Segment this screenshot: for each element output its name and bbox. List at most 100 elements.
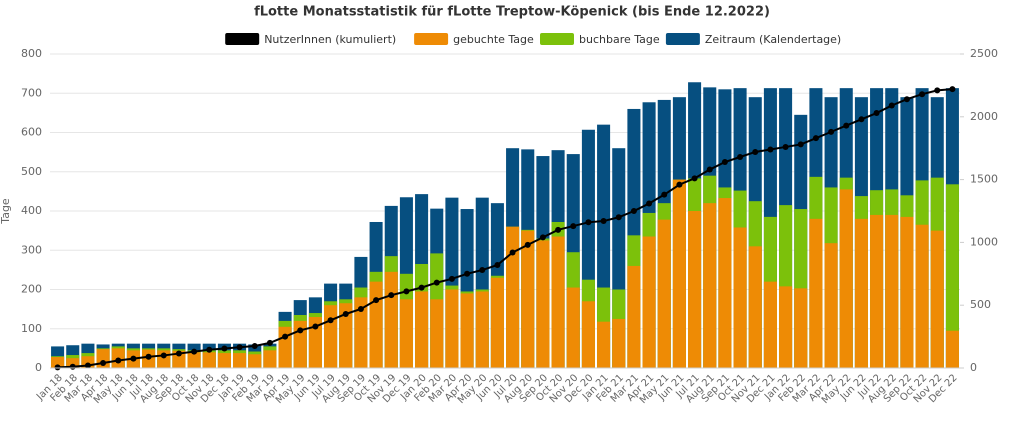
- point: [479, 267, 486, 274]
- bar: [854, 218, 868, 368]
- bar: [612, 318, 626, 368]
- bar: [415, 291, 429, 368]
- point: [737, 153, 744, 160]
- point: [206, 346, 213, 353]
- y-tick-label: 800: [21, 47, 42, 60]
- point: [84, 362, 91, 369]
- point: [312, 323, 319, 330]
- legend-swatch: [540, 33, 574, 45]
- y-tick-label: 600: [21, 126, 42, 139]
- bar: [217, 353, 231, 368]
- bar: [915, 224, 929, 368]
- legend-label: buchbare Tage: [579, 33, 660, 46]
- bar: [733, 227, 747, 368]
- bar: [81, 356, 95, 368]
- point: [69, 363, 76, 370]
- point: [160, 352, 167, 359]
- y-tick-label: 0: [35, 361, 42, 374]
- bar: [642, 236, 656, 368]
- point: [130, 355, 137, 362]
- bar: [399, 299, 413, 368]
- bar: [339, 303, 353, 368]
- bar: [900, 216, 914, 368]
- point: [843, 122, 850, 129]
- point: [100, 359, 107, 366]
- point: [752, 148, 759, 155]
- y-tick-label: 700: [21, 86, 42, 99]
- point: [115, 357, 122, 364]
- point: [858, 116, 865, 123]
- bar: [460, 293, 474, 368]
- bar: [172, 350, 186, 368]
- bar: [475, 291, 489, 368]
- legend-label: gebuchte Tage: [453, 33, 534, 46]
- bar: [233, 353, 247, 368]
- bar: [794, 288, 808, 368]
- point: [539, 234, 546, 241]
- bar: [354, 297, 368, 368]
- point: [221, 345, 228, 352]
- legend-swatch: [225, 33, 260, 45]
- bar: [779, 286, 793, 368]
- point: [509, 249, 516, 256]
- bar: [308, 316, 322, 368]
- bar: [885, 214, 899, 368]
- point: [433, 279, 440, 286]
- point: [236, 344, 243, 351]
- bar: [187, 352, 201, 368]
- legend-label: Zeitraum (Kalendertage): [705, 33, 841, 46]
- point: [403, 288, 410, 295]
- bar: [703, 203, 717, 368]
- point: [828, 128, 835, 135]
- bar: [870, 214, 884, 368]
- bar: [824, 243, 838, 368]
- bar: [202, 352, 216, 368]
- bar: [521, 230, 535, 368]
- point: [934, 87, 941, 94]
- bar: [809, 218, 823, 368]
- point: [630, 208, 637, 214]
- y-tick-label: 100: [21, 322, 42, 335]
- bar: [566, 287, 580, 368]
- point: [615, 214, 622, 221]
- y-tick-label: 400: [21, 204, 42, 217]
- point: [585, 219, 592, 226]
- bar: [627, 265, 641, 368]
- point: [919, 91, 926, 98]
- point: [282, 333, 289, 340]
- point: [373, 297, 380, 304]
- point: [782, 143, 789, 150]
- bar: [384, 271, 398, 368]
- y-tick-label: 200: [21, 283, 42, 296]
- bar: [748, 246, 762, 368]
- bar: [688, 211, 702, 368]
- bar: [248, 354, 262, 368]
- bar: [263, 350, 277, 368]
- point: [464, 270, 471, 277]
- bar: [718, 198, 732, 368]
- bar: [490, 277, 504, 368]
- point: [266, 339, 273, 346]
- bar: [672, 179, 686, 368]
- bar: [278, 326, 292, 368]
- point: [949, 86, 956, 93]
- point: [600, 218, 607, 225]
- point: [555, 226, 562, 233]
- bar: [51, 357, 65, 368]
- legend-swatch: [414, 33, 449, 45]
- point: [706, 166, 713, 173]
- point: [570, 223, 577, 230]
- bar: [597, 321, 611, 368]
- bar: [839, 189, 853, 368]
- bar: [930, 230, 944, 368]
- point: [418, 284, 425, 291]
- y2-tick-label: 0: [970, 361, 977, 374]
- point: [903, 96, 910, 103]
- y2-tick-label: 500: [970, 298, 991, 311]
- point: [767, 146, 774, 153]
- point: [524, 241, 531, 248]
- y2-tick-label: 2000: [970, 110, 998, 123]
- bar: [369, 281, 383, 368]
- point: [191, 348, 198, 355]
- bar: [506, 226, 520, 368]
